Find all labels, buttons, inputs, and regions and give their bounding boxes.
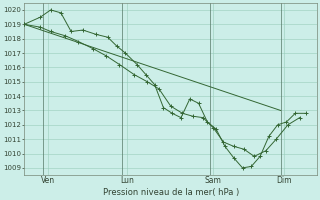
X-axis label: Pression niveau de la mer( hPa ): Pression niveau de la mer( hPa ) (103, 188, 239, 197)
